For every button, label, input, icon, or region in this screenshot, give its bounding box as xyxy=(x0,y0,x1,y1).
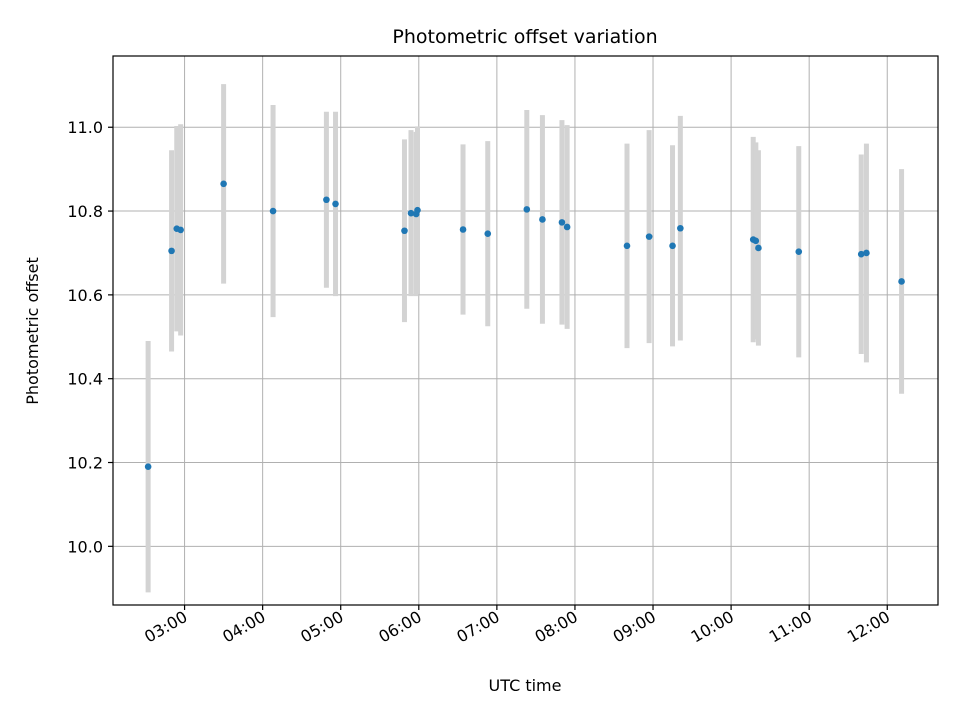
data-point xyxy=(795,248,803,256)
data-point xyxy=(645,233,653,240)
data-point xyxy=(332,200,339,208)
data-point xyxy=(401,227,408,235)
data-point xyxy=(523,206,531,213)
chart-title: Photometric offset variation xyxy=(392,26,657,48)
data-point xyxy=(414,206,421,214)
y-tick-label: 10.8 xyxy=(67,202,103,221)
data-point xyxy=(669,242,676,250)
data-point xyxy=(539,216,546,223)
x-axis-label: UTC time xyxy=(489,676,562,695)
data-point xyxy=(407,209,415,217)
data-point xyxy=(220,180,227,188)
data-point xyxy=(144,463,152,471)
data-point xyxy=(898,278,905,285)
data-point xyxy=(755,244,762,252)
data-point xyxy=(168,247,175,255)
y-tick-label: 10.0 xyxy=(67,537,103,556)
data-point xyxy=(857,250,865,258)
data-point xyxy=(177,226,184,234)
data-point xyxy=(323,196,330,204)
data-point xyxy=(459,226,467,233)
plot-frame xyxy=(112,55,939,606)
data-point xyxy=(558,219,566,226)
y-axis-label: Photometric offset xyxy=(23,257,42,405)
y-tick-label: 10.2 xyxy=(67,454,103,473)
data-points xyxy=(144,180,905,471)
data-point xyxy=(563,223,571,231)
y-tick-label: 10.6 xyxy=(67,286,103,305)
data-point xyxy=(677,224,684,232)
y-tick-label: 10.4 xyxy=(67,370,103,389)
data-point xyxy=(484,230,492,237)
data-point xyxy=(752,237,760,245)
y-tick-label: 11.0 xyxy=(67,118,103,137)
data-point xyxy=(623,242,631,250)
data-point xyxy=(863,249,870,257)
grid-lines xyxy=(113,56,938,605)
data-point xyxy=(269,207,277,215)
